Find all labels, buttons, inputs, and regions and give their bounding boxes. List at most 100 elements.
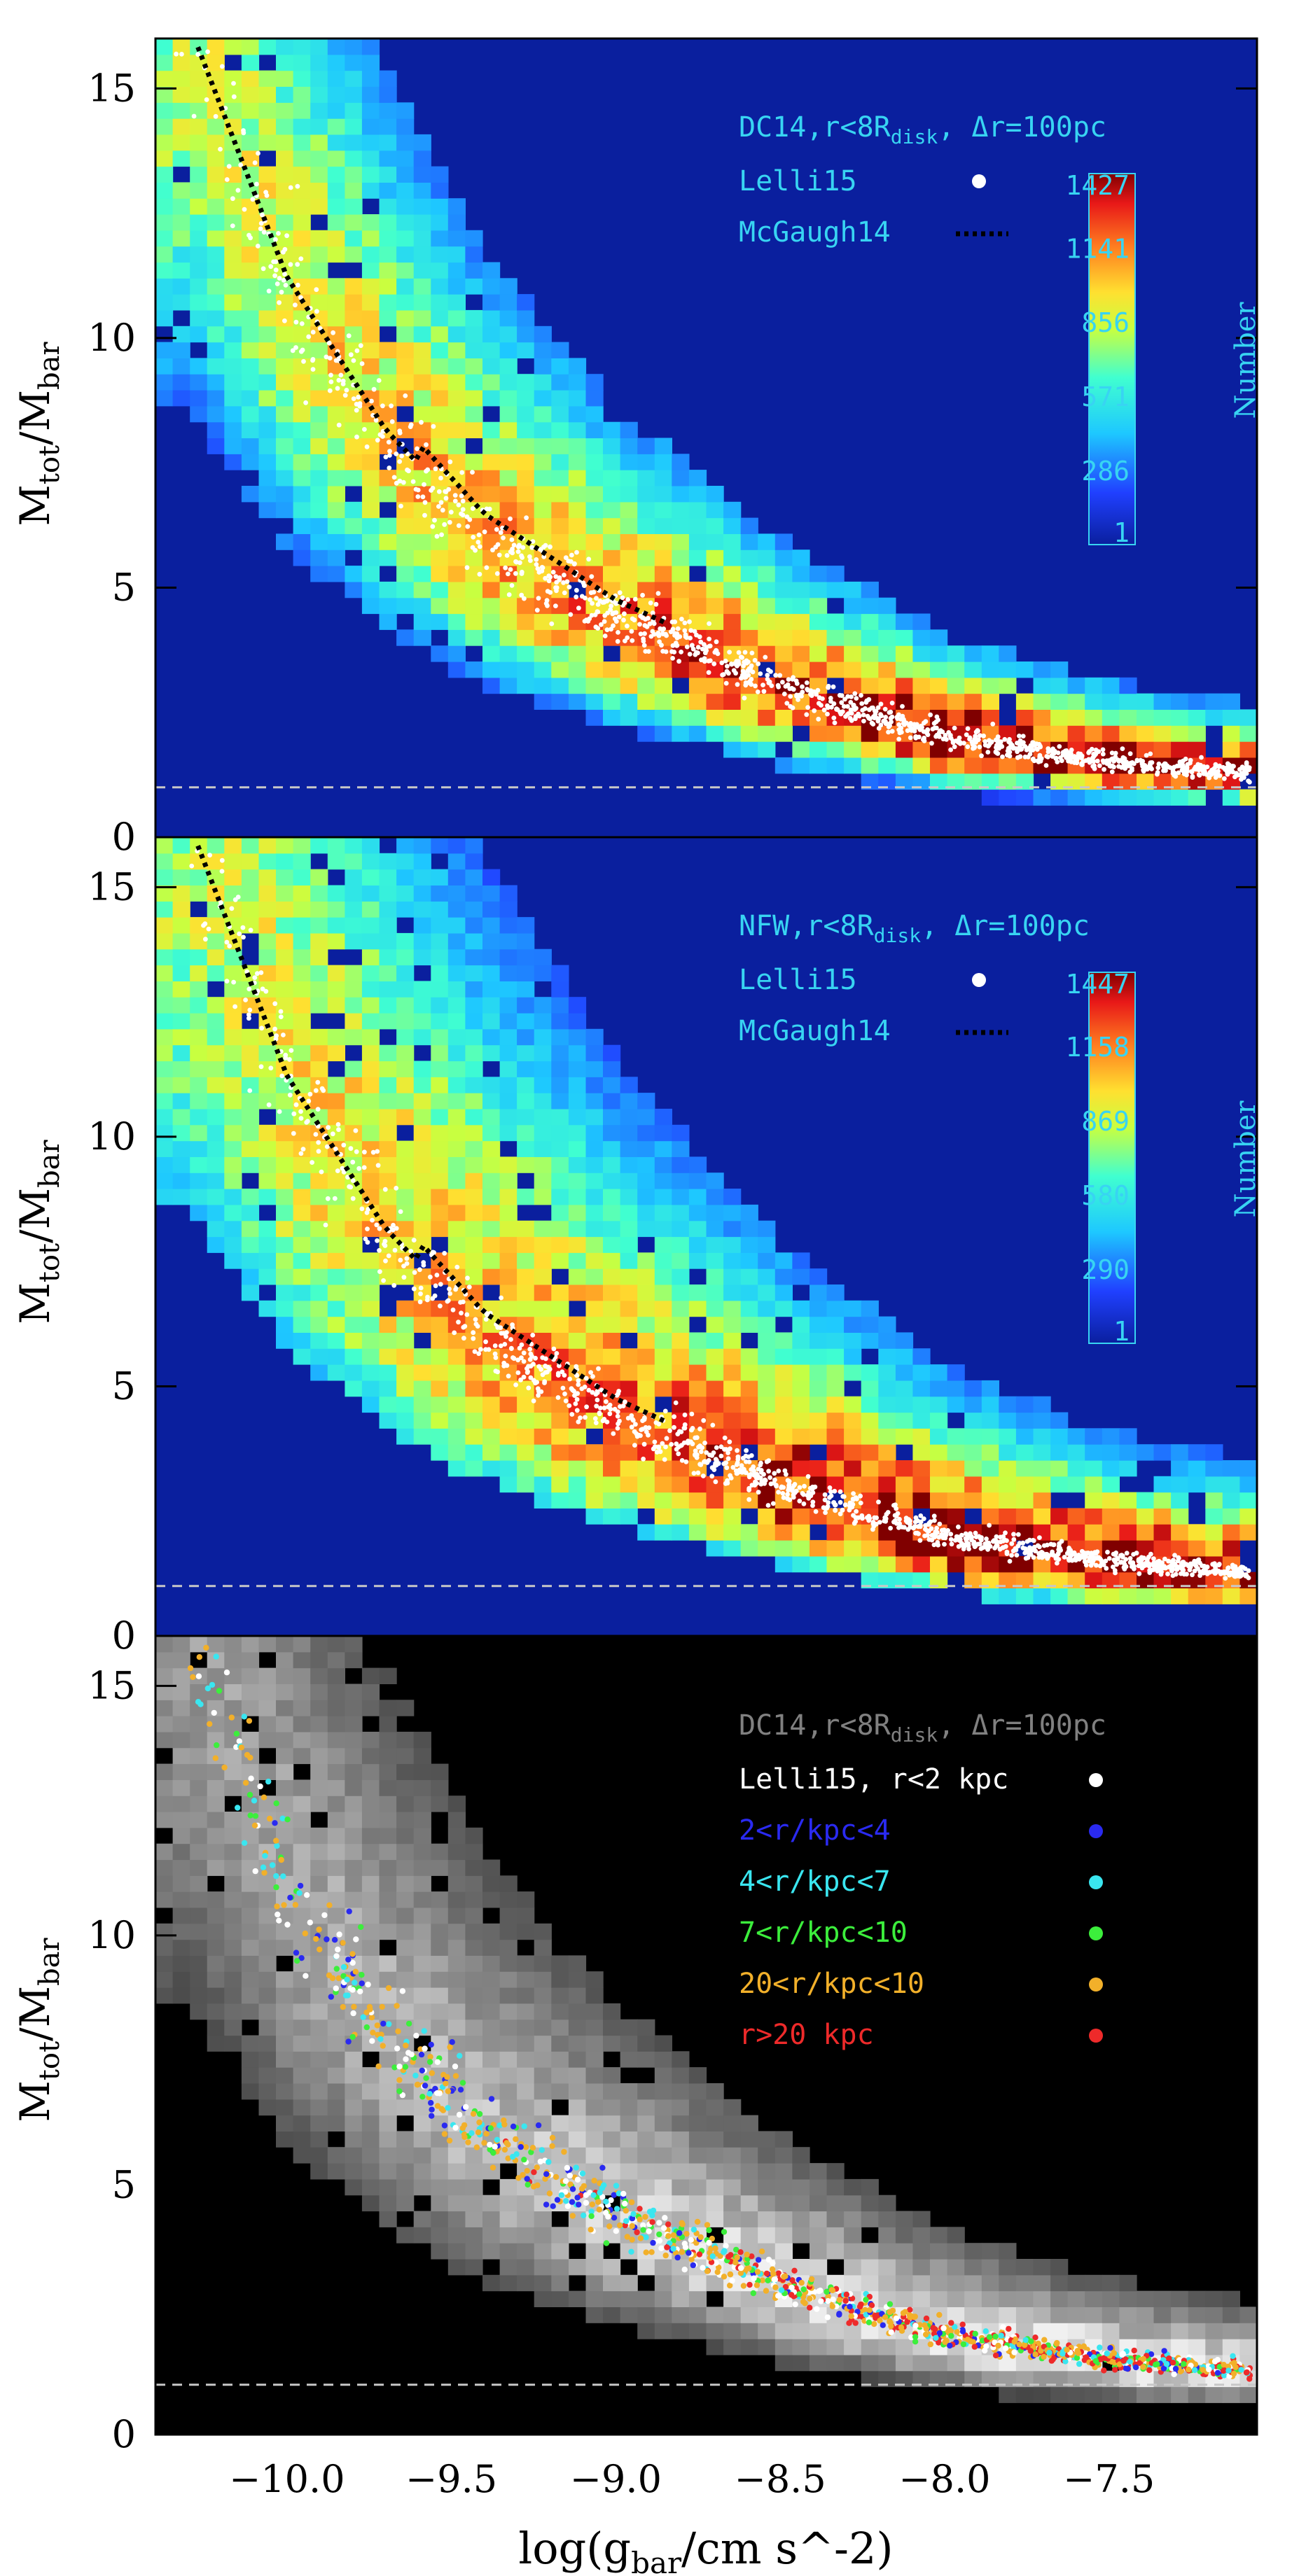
data-point (319, 1169, 324, 1175)
data-point (805, 1474, 811, 1479)
data-point (569, 1412, 575, 1417)
heatmap-cell (706, 486, 724, 503)
heatmap-cell (293, 182, 311, 199)
heatmap-cell (947, 1460, 965, 1477)
data-point (243, 997, 248, 1002)
colorbar-tick-label: 856 (1081, 307, 1130, 338)
data-point (604, 627, 610, 633)
heatmap-cell (981, 773, 999, 790)
heatmap-cell (465, 837, 483, 854)
heatmap-cell (878, 597, 896, 615)
heatmap-cell (672, 1268, 690, 1285)
data-point (296, 282, 300, 288)
data-point (714, 1462, 719, 1468)
data-point (1062, 1555, 1067, 1560)
heatmap-cell (155, 1172, 174, 1189)
heatmap-cell (413, 278, 431, 295)
heatmap-cell (792, 1444, 810, 1461)
heatmap-cell (534, 948, 552, 966)
data-point (306, 334, 312, 340)
data-point (332, 1196, 338, 1201)
heatmap-cell (258, 246, 277, 263)
data-point (833, 1508, 838, 1513)
heatmap-cell (1033, 1492, 1051, 1508)
heatmap-cell (396, 230, 415, 247)
heatmap-cell (585, 1268, 604, 1285)
data-point (675, 1432, 681, 1436)
heatmap-cell (310, 1028, 328, 1046)
heatmap-cell (276, 390, 294, 407)
heatmap-cell (396, 1044, 415, 1062)
data-point (779, 1484, 784, 1490)
heatmap-cell (327, 166, 345, 183)
heatmap-cell (1015, 757, 1034, 774)
heatmap-cell (620, 1316, 638, 1333)
heatmap-cell (688, 693, 707, 710)
heatmap-cell (672, 550, 690, 566)
heatmap-cell (758, 550, 776, 566)
heatmap-cell (224, 837, 242, 854)
data-point (517, 542, 522, 548)
heatmap-cell (723, 1412, 742, 1429)
heatmap-cell (327, 214, 345, 231)
data-point (723, 680, 729, 686)
heatmap-cell (603, 1316, 621, 1333)
heatmap-cell (1222, 725, 1240, 742)
heatmap-cell (517, 1140, 535, 1157)
heatmap-cell (826, 1555, 845, 1573)
heatmap-cell (637, 645, 655, 662)
heatmap-cell (413, 1300, 431, 1317)
heatmap-cell (637, 566, 655, 582)
heatmap-cell (947, 1555, 965, 1573)
data-point (656, 1421, 662, 1427)
heatmap-cell (723, 1396, 742, 1413)
data-point (790, 705, 796, 710)
heatmap-cell (413, 1108, 431, 1126)
data-point (326, 1125, 331, 1130)
heatmap-cell (895, 1412, 914, 1429)
heatmap-cell (499, 1396, 517, 1413)
data-point (984, 1536, 989, 1541)
heatmap-cell (499, 1124, 517, 1142)
data-point (679, 1443, 683, 1448)
data-point (707, 636, 711, 642)
heatmap-cell (345, 54, 363, 71)
heatmap-cell (688, 581, 707, 598)
heatmap-cell (774, 1428, 793, 1445)
heatmap-cell (327, 198, 345, 215)
heatmap-cell (568, 486, 587, 503)
heatmap-cell (774, 1268, 793, 1285)
heatmap-cell (964, 1396, 982, 1413)
heatmap-cell (964, 1412, 982, 1429)
data-point (1078, 752, 1083, 757)
data-point (1161, 1565, 1167, 1571)
data-point (959, 1532, 964, 1538)
heatmap-cell (603, 1124, 621, 1142)
heatmap-cell (155, 309, 174, 327)
heatmap-cell (155, 837, 174, 854)
heatmap-cell (1222, 693, 1240, 710)
heatmap-cell (379, 486, 397, 503)
heatmap-cell (603, 470, 621, 486)
heatmap-cell (603, 1140, 621, 1157)
heatmap-cell (551, 1013, 569, 1030)
heatmap-cell (293, 358, 311, 374)
data-point (477, 571, 482, 577)
heatmap-cell (1015, 1412, 1034, 1429)
heatmap-cell (361, 1252, 380, 1269)
heatmap-cell (276, 486, 294, 503)
heatmap-cell (912, 1460, 931, 1477)
heatmap-cell (207, 948, 225, 966)
heatmap-cell (224, 150, 242, 167)
data-point (1170, 1573, 1176, 1578)
heatmap-cell (878, 1444, 896, 1461)
data-point (593, 624, 599, 630)
heatmap-cell (585, 470, 604, 486)
data-point (622, 611, 627, 617)
heatmap-cell (482, 358, 501, 374)
data-point (254, 181, 259, 187)
heatmap-cell (758, 629, 776, 646)
heatmap-cell (431, 1204, 449, 1222)
heatmap-cell (1102, 677, 1120, 694)
heatmap-cell (276, 1028, 294, 1046)
